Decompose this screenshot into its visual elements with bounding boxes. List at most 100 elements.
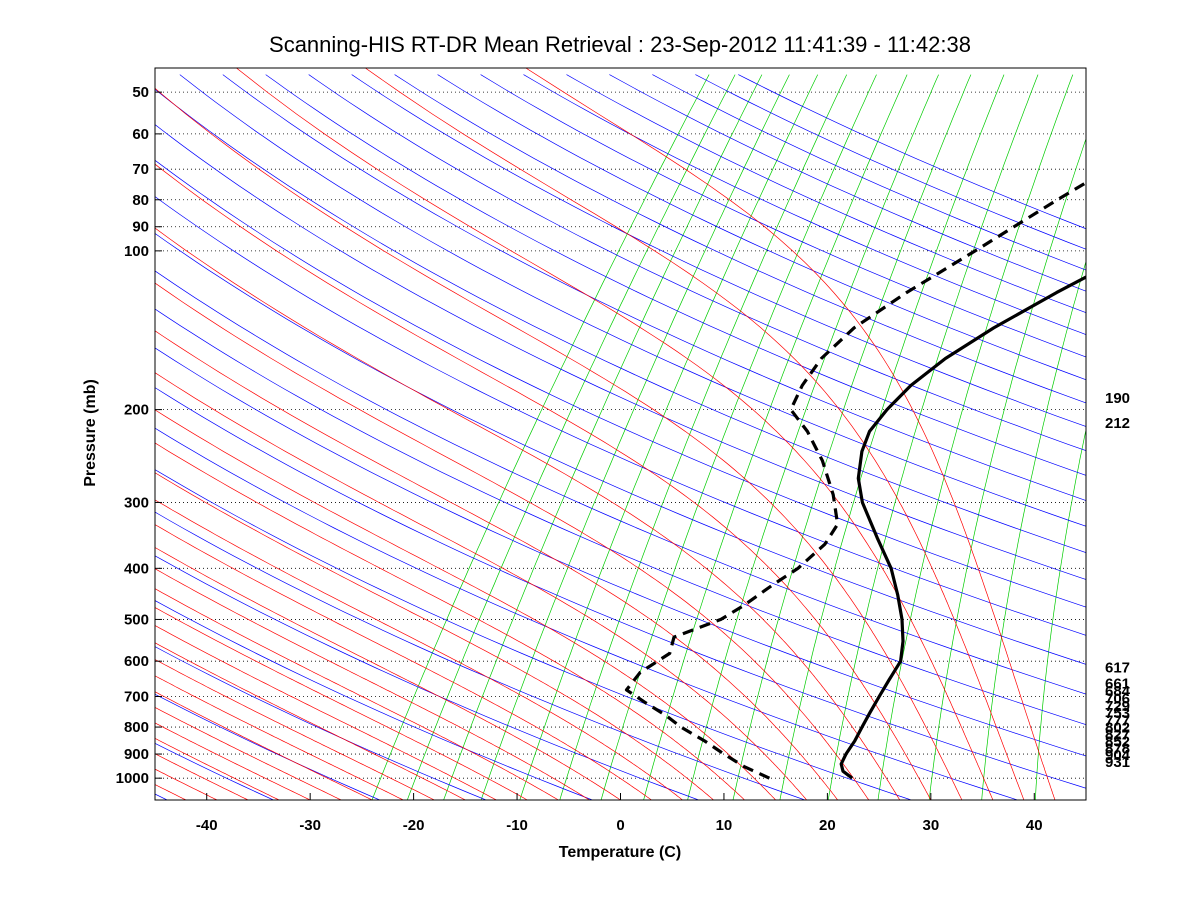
dry-adiabat-line — [308, 74, 1086, 452]
thermo-background-lines — [155, 68, 1086, 800]
x-axis-label: Temperature (C) — [559, 844, 681, 861]
dry-adiabat-line — [155, 646, 487, 800]
moist-adiabat-line — [155, 372, 807, 800]
mixing-ratio-line — [480, 74, 790, 800]
moist-adiabat-line — [155, 707, 342, 800]
right-side-label: 802 — [1105, 720, 1130, 737]
y-tick-label: 900 — [124, 746, 149, 763]
right-side-label: 661 — [1105, 675, 1130, 692]
moist-adiabat-line — [155, 691, 373, 800]
dry-adiabat-line — [609, 74, 1086, 292]
y-tick-label: 200 — [124, 402, 149, 419]
dry-adiabat-line — [437, 74, 1086, 381]
y-tick-label: 500 — [124, 611, 149, 628]
mixing-ratio-line — [779, 74, 1005, 800]
dry-adiabat-line — [265, 74, 1086, 476]
right-side-label: 827 — [1105, 727, 1130, 744]
dry-adiabat-line — [155, 555, 699, 800]
y-tick-label: 80 — [132, 192, 149, 209]
right-side-label: 753 — [1105, 705, 1130, 722]
right-side-label: 878 — [1105, 740, 1130, 757]
moist-adiabat-line — [155, 737, 280, 800]
moist-adiabat-line — [155, 499, 683, 800]
moist-adiabat-line — [155, 442, 745, 800]
y-tick-label: 400 — [124, 560, 149, 577]
moist-adiabat-line — [155, 330, 838, 800]
right-side-label: 931 — [1105, 754, 1130, 771]
y-tick-label: 600 — [124, 653, 149, 670]
x-tick-label: -40 — [196, 817, 218, 834]
right-side-label: 212 — [1105, 415, 1130, 432]
x-tick-label: 20 — [819, 817, 836, 834]
y-tick-label: 70 — [132, 161, 149, 178]
right-side-label: 617 — [1105, 660, 1130, 677]
moist-adiabat-line — [365, 68, 1025, 800]
mixing-ratio-line — [643, 74, 908, 800]
moist-adiabat-line — [155, 472, 714, 800]
y-axis-ticks: 50 60 70 80 90 100 200 300 400 500 600 700 800 900 100… — [116, 84, 162, 787]
dry-adiabat-line — [155, 600, 593, 800]
dry-adiabat-line — [155, 196, 1086, 636]
dry-adiabat-line — [155, 88, 1086, 553]
right-side-label: 684 — [1105, 683, 1131, 700]
dry-adiabat-line — [394, 74, 1086, 404]
x-tick-label: -30 — [299, 817, 321, 834]
dry-adiabat-line — [155, 511, 806, 800]
sounding-profiles — [624, 180, 1086, 780]
right-side-label: 706 — [1105, 690, 1130, 707]
right-side-label: 777 — [1105, 712, 1130, 729]
mixing-ratio-line — [519, 74, 819, 800]
dry-adiabat-line — [652, 74, 1086, 271]
moist-adiabat-line — [155, 282, 870, 800]
right-side-label: 729 — [1105, 698, 1130, 715]
dry-adiabat-line — [155, 159, 1086, 608]
dry-adiabat-line — [155, 308, 1086, 725]
mixing-ratio-line — [600, 74, 877, 800]
moist-adiabat-line — [155, 659, 435, 800]
y-tick-label: 1000 — [116, 770, 149, 787]
moist-adiabat-line — [155, 87, 963, 800]
y-tick-label: 60 — [132, 126, 149, 143]
right-side-labels: 190 212 6176616847067297537778028278528789… — [1105, 390, 1131, 771]
moist-adiabat-line — [155, 753, 249, 800]
x-tick-label: 40 — [1026, 817, 1043, 834]
right-side-label: 190 — [1105, 390, 1130, 407]
dry-adiabat-line — [222, 74, 1086, 501]
y-tick-label: 700 — [124, 688, 149, 705]
moist-adiabat-line — [155, 625, 497, 800]
dry-adiabat-line — [566, 74, 1086, 314]
moist-adiabat-line — [155, 163, 932, 800]
dry-adiabat-line — [155, 232, 1086, 665]
x-tick-label: -20 — [403, 817, 425, 834]
dewpoint-profile-line — [624, 180, 1086, 780]
moist-adiabat-line — [155, 722, 311, 800]
dry-adiabat-line — [155, 124, 1086, 580]
dry-adiabat-line — [155, 427, 1018, 800]
y-tick-label: 50 — [132, 84, 149, 101]
moist-adiabat-line — [155, 524, 652, 800]
mixing-ratio-line — [406, 74, 736, 800]
moist-adiabat-line — [155, 588, 559, 800]
mixing-ratio-line — [371, 74, 710, 800]
mixing-ratio-line — [443, 74, 763, 800]
mixing-ratio-line — [732, 74, 972, 800]
y-axis-label: Pressure (mb) — [82, 379, 99, 487]
dry-adiabat-line — [523, 74, 1086, 335]
dry-adiabat-line — [179, 74, 1086, 527]
mixing-ratio-line — [559, 74, 848, 800]
moist-adiabat-line — [155, 642, 466, 800]
moist-adiabat-line — [236, 68, 994, 800]
moist-adiabat-line — [155, 547, 621, 800]
x-tick-label: -10 — [506, 817, 528, 834]
mixing-ratio-line — [687, 74, 939, 800]
x-axis-ticks: -40 -30 -20 -10 0 10 20 30 40 — [196, 793, 1043, 834]
moist-adiabat-line — [155, 568, 590, 800]
dry-adiabat-line — [480, 74, 1086, 358]
y-tick-label: 300 — [124, 494, 149, 511]
dry-adiabat-line — [155, 387, 1086, 789]
y-tick-label: 800 — [124, 719, 149, 736]
x-tick-label: 30 — [922, 817, 939, 834]
dry-adiabat-line — [351, 74, 1086, 427]
